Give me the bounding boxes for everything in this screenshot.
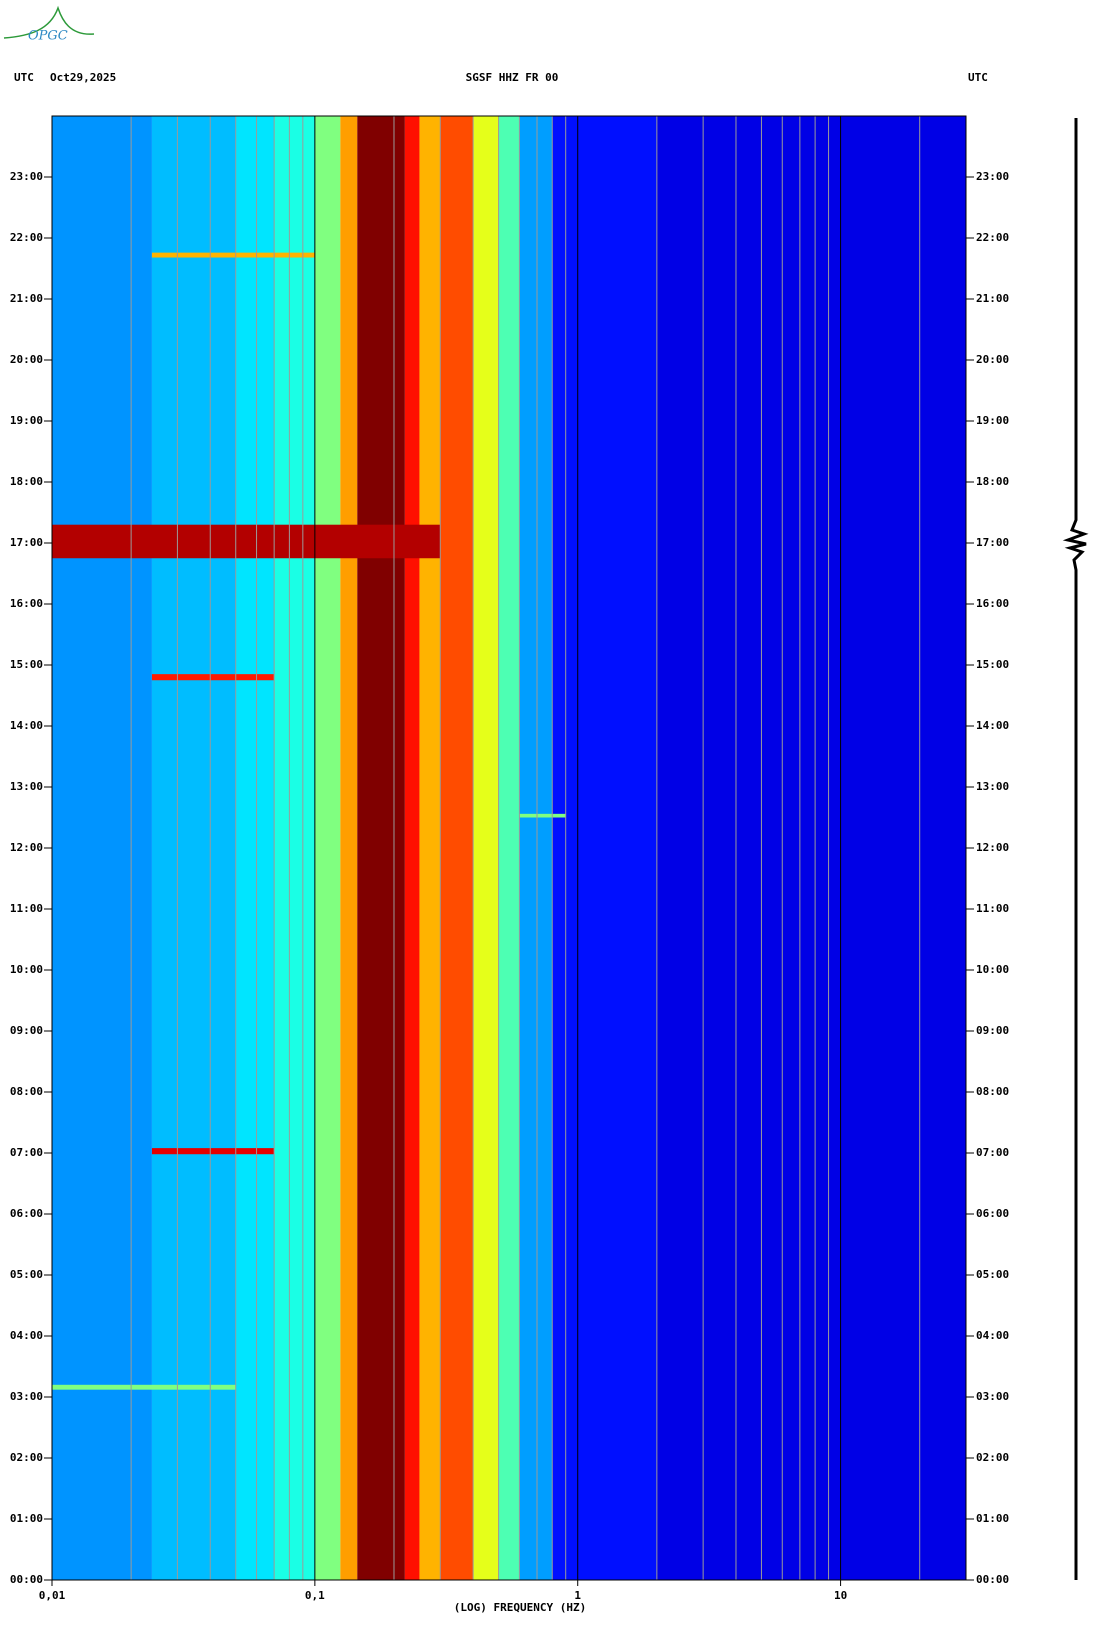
spectral-band xyxy=(404,116,420,1580)
y-tick-label-right: 17:00 xyxy=(976,536,1009,549)
event-band xyxy=(519,813,566,818)
y-tick-label-right: 03:00 xyxy=(976,1390,1009,1403)
y-tick-label-right: 04:00 xyxy=(976,1329,1009,1342)
y-tick-label-right: 05:00 xyxy=(976,1268,1009,1281)
y-tick-label: 02:00 xyxy=(10,1451,43,1464)
x-tick-label: 1 xyxy=(574,1589,581,1602)
logo-text: OPGC xyxy=(28,29,68,44)
y-tick-label-right: 16:00 xyxy=(976,597,1009,610)
y-tick-label-right: 14:00 xyxy=(976,719,1009,732)
logo: OPGC xyxy=(3,5,95,44)
y-tick-label: 10:00 xyxy=(10,963,43,976)
event-band xyxy=(52,524,441,559)
spectral-band xyxy=(314,116,341,1580)
y-tick-label: 17:00 xyxy=(10,536,43,549)
spectral-band xyxy=(656,116,966,1580)
spectral-band xyxy=(440,116,474,1580)
plot: 0,01 0,1 1 10 00:00 00:00 01:00 01:00 02:00 02:00… xyxy=(10,115,1009,1602)
y-tick-label-right: 21:00 xyxy=(976,292,1009,305)
logo-curve xyxy=(3,5,95,39)
x-axis-label: (LOG) FREQUENCY (HZ) xyxy=(454,1601,586,1614)
y-tick-label-right: 11:00 xyxy=(976,902,1009,915)
spectral-band xyxy=(498,116,520,1580)
event-band xyxy=(52,1384,236,1390)
y-tick-label: 21:00 xyxy=(10,292,43,305)
spectral-band xyxy=(235,116,275,1580)
y-tick-label-right: 20:00 xyxy=(976,353,1009,366)
y-tick-label-right: 12:00 xyxy=(976,841,1009,854)
y-tick-label-right: 02:00 xyxy=(976,1451,1009,1464)
plot-frame xyxy=(51,115,967,1581)
y-tick-label: 18:00 xyxy=(10,475,43,488)
chart-title: SGSF HHZ FR 00 xyxy=(466,71,559,84)
y-tick-label-right: 13:00 xyxy=(976,780,1009,793)
y-tick-label: 22:00 xyxy=(10,231,43,244)
spectral-band xyxy=(52,116,152,1580)
y-tick-label-right: 15:00 xyxy=(976,658,1009,671)
utc-label-right: UTC xyxy=(968,71,988,84)
spectral-band xyxy=(473,116,499,1580)
y-tick-label: 19:00 xyxy=(10,414,43,427)
y-tick-label-right: 22:00 xyxy=(976,231,1009,244)
event-band xyxy=(151,252,315,258)
x-tick-label: 10 xyxy=(834,1589,847,1602)
spectral-band xyxy=(151,116,236,1580)
spectral-band xyxy=(340,116,358,1580)
y-tick-label-right: 06:00 xyxy=(976,1207,1009,1220)
y-tick-label-right: 07:00 xyxy=(976,1146,1009,1159)
spectral-band xyxy=(519,116,553,1580)
y-tick-label: 07:00 xyxy=(10,1146,43,1159)
spectral-band xyxy=(274,116,315,1580)
x-tick-label: 0,01 xyxy=(39,1589,66,1602)
y-tick-label: 06:00 xyxy=(10,1207,43,1220)
y-tick-label-right: 09:00 xyxy=(976,1024,1009,1037)
spectral-band xyxy=(552,116,657,1580)
y-tick-label-right: 19:00 xyxy=(976,414,1009,427)
utc-label: UTC xyxy=(14,71,34,84)
y-tick-label: 12:00 xyxy=(10,841,43,854)
y-tick-label: 00:00 xyxy=(10,1573,43,1586)
y-tick-label: 05:00 xyxy=(10,1268,43,1281)
y-tick-label: 23:00 xyxy=(10,170,43,183)
y-tick-label-right: 10:00 xyxy=(976,963,1009,976)
y-tick-label: 09:00 xyxy=(10,1024,43,1037)
y-tick-label: 20:00 xyxy=(10,353,43,366)
y-tick-label: 16:00 xyxy=(10,597,43,610)
event-band xyxy=(151,1148,275,1155)
y-tick-label: 15:00 xyxy=(10,658,43,671)
y-tick-label: 13:00 xyxy=(10,780,43,793)
spectral-band xyxy=(419,116,441,1580)
y-tick-label: 03:00 xyxy=(10,1390,43,1403)
y-tick-label-right: 18:00 xyxy=(976,475,1009,488)
y-tick-label-right: 00:00 xyxy=(976,1573,1009,1586)
y-tick-label-right: 23:00 xyxy=(976,170,1009,183)
y-tick-label: 01:00 xyxy=(10,1512,43,1525)
y-tick-label: 11:00 xyxy=(10,902,43,915)
x-tick-label: 0,1 xyxy=(305,1589,325,1602)
y-tick-label-right: 08:00 xyxy=(976,1085,1009,1098)
y-tick-label-right: 01:00 xyxy=(976,1512,1009,1525)
y-tick-label: 14:00 xyxy=(10,719,43,732)
event-band xyxy=(151,674,275,681)
date-label: Oct29,2025 xyxy=(50,71,116,84)
spectral-band xyxy=(357,116,405,1580)
seismogram-trace xyxy=(1062,118,1089,1580)
y-tick-label: 04:00 xyxy=(10,1329,43,1342)
y-tick-label: 08:00 xyxy=(10,1085,43,1098)
